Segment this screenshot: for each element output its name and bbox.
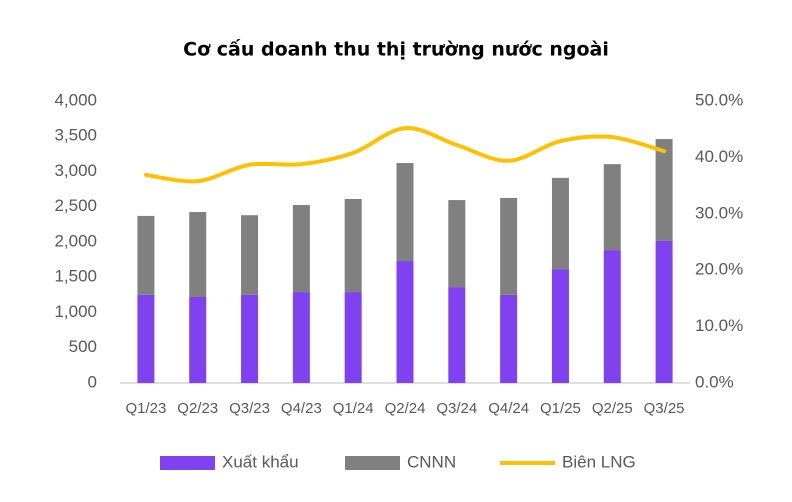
legend-swatch [160, 456, 215, 470]
legend-label: Xuất khẩu [222, 452, 299, 471]
bar [137, 294, 155, 383]
bar [292, 292, 310, 383]
x-tick-label: Q1/24 [333, 400, 374, 417]
x-tick-label: Q2/23 [177, 400, 218, 417]
y-tick-label: 4,000 [54, 90, 97, 109]
legend-swatch [345, 456, 400, 470]
y-tick-label: 2,500 [54, 196, 97, 215]
bar [603, 164, 621, 251]
y-tick-label: 0 [88, 372, 97, 391]
x-tick-label: Q4/24 [488, 400, 529, 417]
legend-label: CNNN [407, 452, 456, 471]
bar [500, 294, 518, 383]
line [143, 126, 667, 184]
y2-tick-label: 0.0% [695, 372, 734, 391]
y-tick-label: 500 [69, 337, 97, 356]
bar [241, 215, 259, 295]
x-tick-label: Q4/23 [281, 400, 322, 417]
bar [189, 212, 207, 297]
bar [603, 250, 621, 383]
x-tick-label: Q3/23 [229, 400, 270, 417]
bar [655, 139, 673, 241]
bar [551, 269, 569, 383]
y2-tick-label: 50.0% [695, 90, 743, 109]
y2-tick-label: 40.0% [695, 147, 743, 166]
y2-tick-label: 20.0% [695, 260, 743, 279]
y-tick-label: 1,500 [54, 267, 97, 286]
y-tick-label: 3,000 [54, 161, 97, 180]
y2-tick-label: 10.0% [695, 316, 743, 335]
y-tick-label: 3,500 [54, 126, 97, 145]
bar [551, 177, 569, 270]
x-tick-label: Q1/25 [540, 400, 581, 417]
x-tick-label: Q1/23 [125, 400, 166, 417]
bar [189, 296, 207, 383]
bar [448, 200, 466, 288]
chart-title: Cơ cấu doanh thu thị trường nước ngoài [183, 38, 609, 61]
bar [655, 240, 673, 383]
bar [396, 261, 414, 383]
y-tick-label: 1,000 [54, 302, 97, 321]
bar [500, 197, 518, 295]
x-tick-label: Q3/25 [644, 400, 685, 417]
bar [396, 163, 414, 262]
x-tick-label: Q2/25 [592, 400, 633, 417]
bar [292, 204, 310, 293]
bar [344, 198, 362, 293]
bar [344, 292, 362, 383]
bar [448, 287, 466, 383]
y2-tick-label: 30.0% [695, 203, 743, 222]
x-tick-label: Q3/24 [436, 400, 477, 417]
legend-label: Biên LNG [562, 452, 636, 471]
y-tick-label: 2,000 [54, 231, 97, 250]
bar [137, 215, 155, 295]
bar [241, 294, 259, 383]
x-tick-label: Q2/24 [385, 400, 426, 417]
